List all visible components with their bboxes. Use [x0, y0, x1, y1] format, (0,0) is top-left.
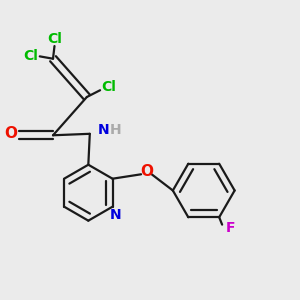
Text: Cl: Cl — [101, 80, 116, 94]
Text: Cl: Cl — [23, 50, 38, 63]
Text: N: N — [110, 208, 121, 222]
Text: F: F — [226, 220, 235, 235]
Text: N: N — [98, 123, 110, 137]
Text: O: O — [4, 126, 17, 141]
Text: O: O — [140, 164, 153, 179]
Text: Cl: Cl — [47, 32, 62, 46]
Text: H: H — [110, 123, 122, 137]
